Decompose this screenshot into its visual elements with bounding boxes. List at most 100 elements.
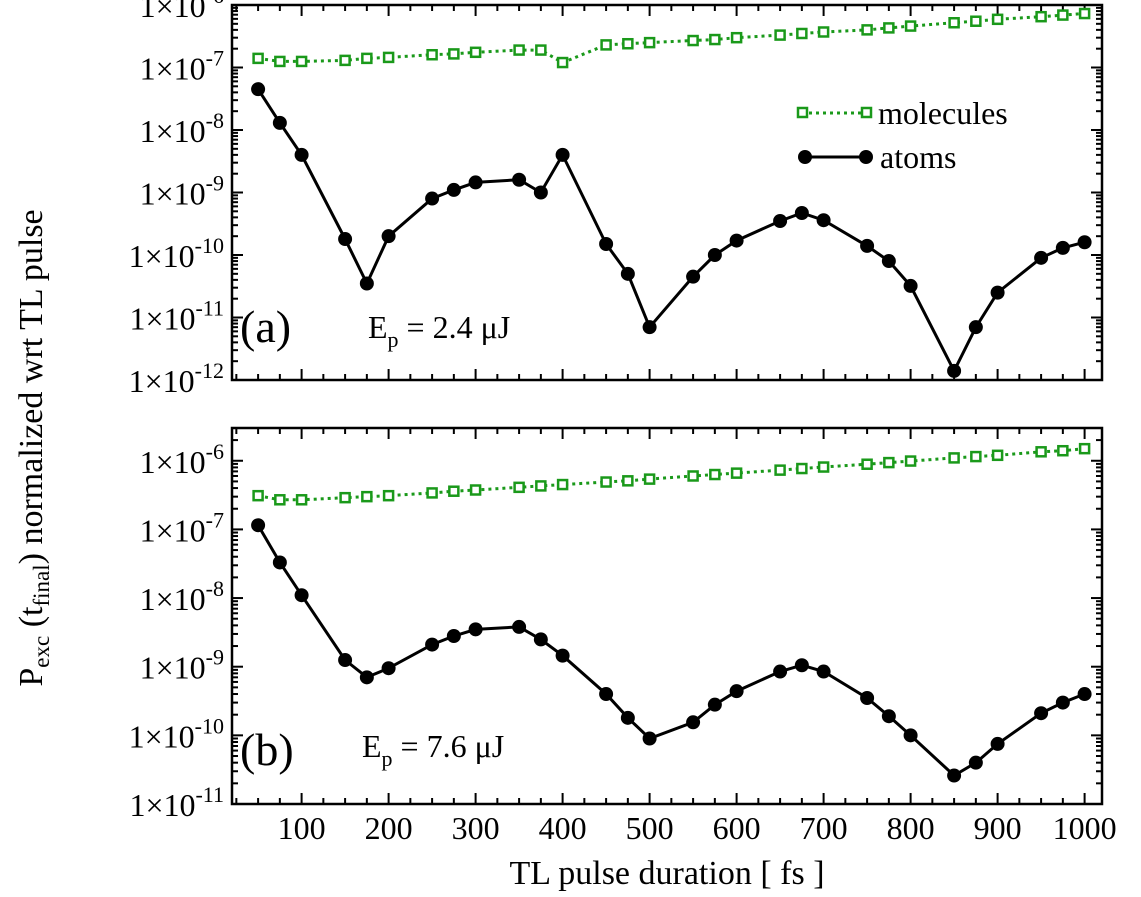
y-tick-label: 1×10-9 xyxy=(140,645,224,686)
molecules-point xyxy=(513,481,525,494)
atoms-point xyxy=(251,82,266,97)
molecules-point xyxy=(1035,10,1047,23)
legend-molecules-marker xyxy=(796,106,809,119)
panel-b-energy: Ep = 7.6 μJ xyxy=(362,728,504,771)
molecules-point xyxy=(1057,9,1069,21)
y-tick-label: 1×10-10 xyxy=(129,233,224,274)
molecules-point xyxy=(774,464,786,476)
atoms-point xyxy=(773,213,788,228)
molecules-point xyxy=(1035,446,1047,458)
molecules-point xyxy=(556,478,569,491)
molecules-point xyxy=(295,494,308,506)
y-tick-label: 1×10-11 xyxy=(129,782,224,823)
x-tick-label: 200 xyxy=(365,810,413,846)
atoms-point xyxy=(533,185,548,200)
molecules-point xyxy=(970,15,982,27)
molecules-point xyxy=(861,24,873,36)
molecules-point xyxy=(274,55,286,68)
panel-b-label: (b) xyxy=(240,724,294,775)
atoms-point xyxy=(425,637,440,652)
panel-b: 100 200 300 400 500 600 700 800 900 1000 1×10-11 1×… xyxy=(129,427,1117,846)
atoms-point xyxy=(773,664,788,679)
atoms-point xyxy=(903,278,918,293)
molecules-point xyxy=(339,54,351,67)
molecules-point xyxy=(600,39,612,51)
molecules-point xyxy=(295,55,308,68)
molecules-point xyxy=(883,22,895,34)
atoms-point xyxy=(794,658,809,673)
atoms-point xyxy=(1034,250,1049,265)
molecules-point xyxy=(948,452,960,464)
atoms-point xyxy=(468,175,483,190)
x-tick-label: 1000 xyxy=(1053,810,1117,846)
atoms-point xyxy=(425,191,440,206)
atoms-point xyxy=(359,276,374,291)
atoms-point xyxy=(729,684,744,699)
panel-a: 1×10-12 1×10-11 1×10-10 1×10-9 1×10-8 1×10-7 1… xyxy=(129,0,1102,399)
atoms-point xyxy=(642,320,657,335)
atoms-point xyxy=(272,555,287,570)
atoms-point xyxy=(947,768,962,783)
atoms-point xyxy=(1055,695,1070,710)
molecules-point xyxy=(643,36,656,49)
atoms-point xyxy=(555,648,570,663)
y-tick-label: 1×10-12 xyxy=(129,358,224,399)
molecules-point xyxy=(687,34,699,47)
panel-b-frame xyxy=(230,426,1104,806)
x-tick-label: 400 xyxy=(539,810,587,846)
y-tick-label: 1×10-7 xyxy=(140,46,224,87)
molecules-point xyxy=(361,490,373,503)
molecules-point xyxy=(1057,444,1069,457)
molecules-series-line xyxy=(257,447,1085,502)
molecules-point xyxy=(1078,7,1091,20)
molecules-point xyxy=(600,476,612,488)
atoms-point xyxy=(272,115,287,130)
molecules-point xyxy=(970,450,982,463)
atoms-point xyxy=(947,363,962,378)
atoms-series-line xyxy=(256,88,1085,375)
molecules-point xyxy=(252,52,264,65)
y-tick-label: 1×10-6 xyxy=(140,439,224,480)
molecules-point xyxy=(817,461,830,473)
molecules-series-line xyxy=(257,12,1085,65)
molecules-point xyxy=(426,487,438,499)
atoms-point xyxy=(381,229,396,244)
molecules-point xyxy=(796,27,808,40)
atoms-point xyxy=(620,266,635,281)
molecules-point xyxy=(991,449,1004,462)
x-tick-label: 500 xyxy=(626,810,674,846)
atoms-point xyxy=(359,670,374,685)
atoms-point xyxy=(816,664,831,679)
molecules-point xyxy=(274,494,286,506)
atoms-point xyxy=(446,629,461,644)
y-axis-label: Pexc (tfinal) normalized wrt TL pulse xyxy=(13,209,54,686)
molecules-point xyxy=(817,26,830,38)
molecules-point xyxy=(382,489,395,502)
atoms-point xyxy=(990,285,1005,300)
atoms-point xyxy=(294,147,309,162)
atoms-point xyxy=(707,248,722,262)
atoms-point xyxy=(860,691,875,706)
molecules-point xyxy=(1078,442,1091,455)
molecules-point xyxy=(513,44,525,56)
atoms-series-line xyxy=(256,524,1086,778)
atoms-point xyxy=(707,697,722,712)
x-axis-label: TL pulse duration [ fs ] xyxy=(509,855,824,892)
molecules-point xyxy=(861,458,873,470)
y-tick-label: 1×10-11 xyxy=(129,296,224,337)
x-tick-label: 300 xyxy=(452,810,500,846)
atoms-point xyxy=(512,619,527,634)
atoms-point xyxy=(599,236,614,251)
x-tick-label: 600 xyxy=(713,810,761,846)
molecules-point xyxy=(535,44,547,56)
atoms-point xyxy=(468,622,483,637)
x-tick-label: 700 xyxy=(800,810,848,846)
molecules-point xyxy=(643,473,656,485)
y-tick-label: 1×10-9 xyxy=(140,171,224,212)
atoms-point xyxy=(729,233,744,248)
atoms-point xyxy=(599,687,614,702)
atoms-point xyxy=(686,269,701,284)
legend-molecules-marker xyxy=(860,106,873,119)
atoms-point xyxy=(881,254,896,269)
atoms-point xyxy=(990,736,1005,751)
